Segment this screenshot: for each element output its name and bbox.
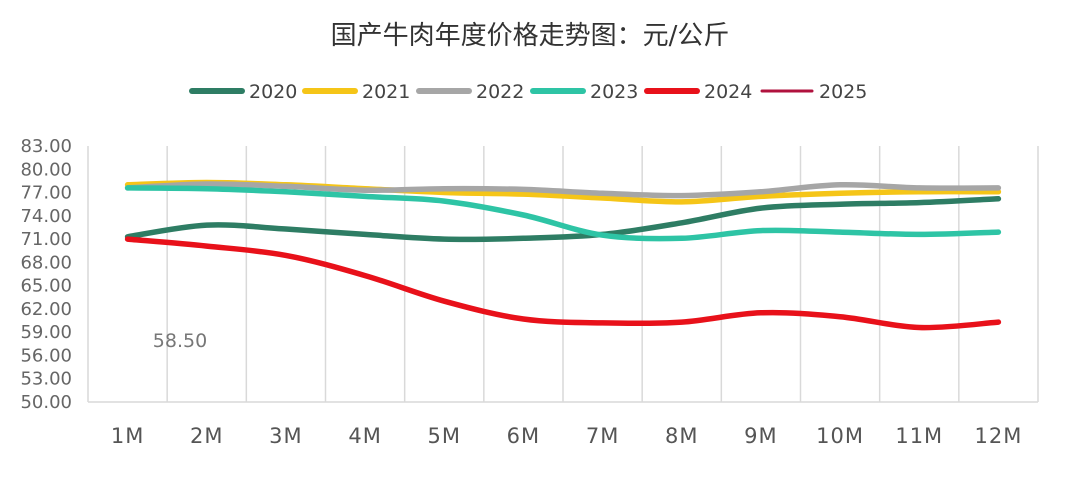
y-tick-label: 59.00: [20, 322, 72, 343]
chart-title: 国产牛肉年度价格走势图：元/公斤: [331, 21, 730, 51]
x-tick-label: 3M: [269, 424, 302, 448]
series-lines: [124, 179, 1002, 331]
x-tick-label: 6M: [507, 424, 540, 448]
x-tick-label: 9M: [744, 424, 777, 448]
y-tick-label: 62.00: [20, 299, 72, 320]
legend-label-2021: 2021: [362, 81, 410, 103]
x-tick-label: 4M: [348, 424, 381, 448]
x-tick-label: 11M: [895, 424, 943, 448]
y-tick-label: 83.00: [20, 136, 72, 157]
series-line-2022: [124, 181, 1002, 199]
y-tick-label: 71.00: [20, 229, 72, 250]
y-tick-label: 77.00: [20, 183, 72, 204]
legend-label-2024: 2024: [704, 81, 752, 103]
x-tick-label: 7M: [586, 424, 619, 448]
legend-label-2022: 2022: [476, 81, 524, 103]
y-tick-label: 50.00: [20, 392, 72, 413]
legend-label-2025: 2025: [819, 81, 867, 103]
annotation-label: 58.50: [153, 330, 207, 352]
y-tick-label: 65.00: [20, 276, 72, 297]
y-tick-label: 53.00: [20, 369, 72, 390]
y-tick-label: 74.00: [20, 206, 72, 227]
series-line-2024: [124, 236, 1002, 331]
x-axis: 1M 2M 3M 4M 5M 6M 7M 8M 9M 10M 11M 12M: [111, 424, 1022, 448]
series-line-2023: [124, 185, 1002, 242]
x-tick-label: 12M: [974, 424, 1022, 448]
legend-label-2020: 2020: [249, 81, 297, 103]
x-tick-label: 8M: [665, 424, 698, 448]
y-tick-label: 80.00: [20, 159, 72, 180]
y-tick-label: 56.00: [20, 345, 72, 366]
x-tick-label: 1M: [111, 424, 144, 448]
series-line-2020: [124, 196, 1002, 243]
legend-label-2023: 2023: [590, 81, 638, 103]
legend: 2020 2021 2022 2023 2024 2025: [189, 81, 867, 103]
y-tick-label: 68.00: [20, 252, 72, 273]
x-tick-label: 5M: [428, 424, 461, 448]
x-tick-label: 2M: [190, 424, 223, 448]
x-tick-label: 10M: [816, 424, 864, 448]
